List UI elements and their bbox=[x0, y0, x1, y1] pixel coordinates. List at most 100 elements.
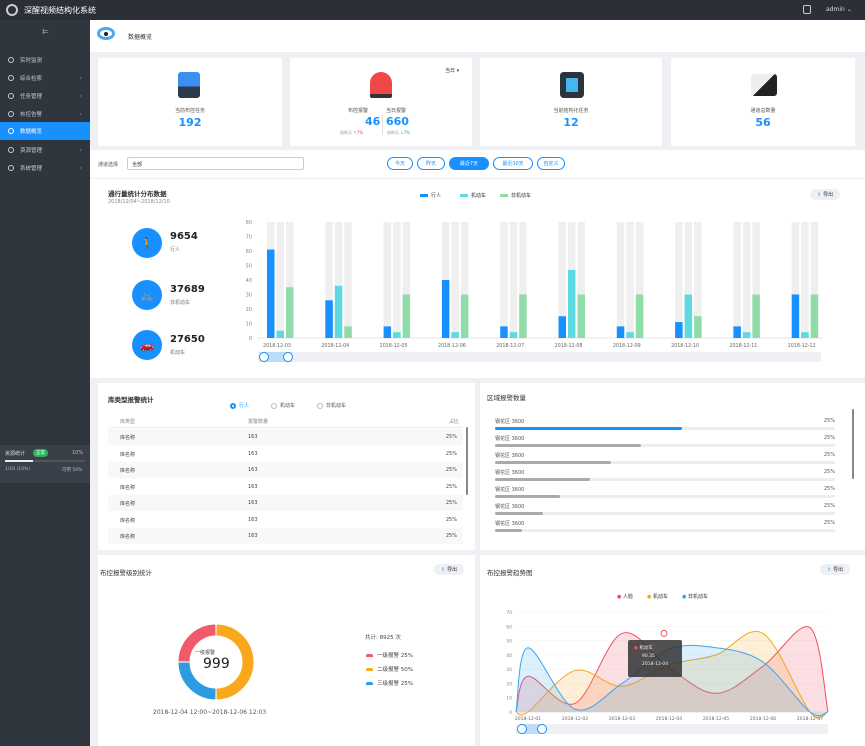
range-button[interactable]: 最近7天 bbox=[449, 157, 489, 170]
region-row: 钢花区 3600 25% bbox=[495, 468, 835, 485]
today-compare: 较昨天 ↓7% bbox=[387, 130, 410, 136]
range-button[interactable]: 昨天 bbox=[417, 157, 445, 170]
sidebar-item[interactable]: 系统管理 › bbox=[0, 159, 90, 177]
legend-label: 非机动车 bbox=[687, 594, 708, 600]
bar bbox=[675, 322, 683, 338]
y-tick-label: 50 bbox=[246, 264, 252, 270]
pedestrian-icon: 🚶 bbox=[132, 228, 162, 258]
level-range: 2018-12-04 12:00~2018-12-06 12:03 bbox=[153, 709, 267, 716]
legend-item: ● 机动车 bbox=[647, 593, 668, 600]
sidebar-item[interactable]: 综合检索 › bbox=[0, 69, 90, 87]
region-label: 钢花区 3600 bbox=[495, 487, 525, 493]
trend-export-button[interactable]: ⇪ 导出 bbox=[820, 564, 850, 575]
cell-pct: 25% bbox=[445, 450, 457, 457]
slider-handle[interactable] bbox=[537, 724, 547, 734]
column-header: 报警数量 bbox=[248, 419, 269, 425]
range-button[interactable]: 今天 bbox=[387, 157, 413, 170]
x-tick-label: 2018-12-02 bbox=[562, 716, 588, 722]
page-title: 数据概览 bbox=[128, 34, 153, 41]
slider-handle[interactable] bbox=[517, 724, 527, 734]
siren-icon bbox=[370, 72, 392, 98]
x-tick-label: 2018-12-07 bbox=[496, 343, 524, 349]
region-row: 钢花区 3600 25% bbox=[495, 417, 835, 434]
region-title: 区域报警数量 bbox=[487, 394, 526, 402]
donut-slice bbox=[178, 624, 216, 662]
region-label: 钢花区 3600 bbox=[495, 521, 525, 527]
collapse-icon[interactable]: ⇇ bbox=[42, 27, 49, 36]
y-tick-label: 70 bbox=[506, 610, 512, 616]
region-pct: 25% bbox=[823, 452, 835, 458]
today-value: 660 bbox=[386, 115, 409, 128]
bar-background bbox=[684, 222, 693, 338]
channel-select[interactable]: 全部 bbox=[127, 157, 304, 170]
bar bbox=[286, 287, 294, 338]
type-radio[interactable]: 行人 bbox=[230, 402, 249, 409]
export-icon: ⇪ bbox=[440, 566, 446, 573]
bar bbox=[733, 326, 741, 338]
card-control-tasks: 当前布控任务 192 bbox=[98, 58, 282, 146]
level-total: 共计: 8925 次 bbox=[365, 635, 401, 641]
sidebar-item[interactable]: 资源管理 › bbox=[0, 141, 90, 159]
alarm-value: 46 bbox=[365, 115, 381, 128]
bar-background bbox=[286, 222, 294, 338]
bar-background bbox=[752, 222, 760, 338]
cell-count: 163 bbox=[248, 483, 258, 490]
sidebar-item[interactable]: 实时监测 bbox=[0, 51, 90, 69]
card-value: 56 bbox=[755, 116, 771, 129]
sidebar-item-label: 实时监测 bbox=[20, 58, 43, 64]
x-tick-label: 2018-12-10 bbox=[671, 343, 699, 349]
range-button[interactable]: 自定义 bbox=[537, 157, 565, 170]
region-bar bbox=[495, 529, 835, 532]
region-panel bbox=[480, 383, 865, 550]
legend-label: 机动车 bbox=[471, 193, 487, 199]
sidebar-item[interactable]: 布控告警 › bbox=[0, 105, 90, 123]
y-tick-label: 20 bbox=[506, 681, 512, 687]
legend-dot-icon: ● bbox=[681, 594, 687, 600]
bar bbox=[791, 294, 800, 338]
zoom-slider[interactable] bbox=[258, 352, 821, 362]
sidebar-item[interactable]: 任务管理 › bbox=[0, 87, 90, 105]
region-label: 钢花区 3600 bbox=[495, 453, 525, 459]
traffic-export-button[interactable]: ⇪ 导出 bbox=[810, 189, 840, 200]
type-radio[interactable]: 非机动车 bbox=[317, 402, 346, 409]
region-scrollbar[interactable] bbox=[852, 409, 854, 479]
zoom-slider[interactable] bbox=[516, 724, 828, 734]
legend-dot-icon: ● bbox=[617, 594, 622, 600]
region-bar-fill bbox=[495, 427, 682, 430]
legend-label: 三级报警 25% bbox=[377, 681, 413, 687]
range-button[interactable]: 最近30天 bbox=[493, 157, 533, 170]
top-bar: 深醒视频结构化系统 admin ⌄ bbox=[0, 0, 865, 20]
menu-icon bbox=[8, 128, 14, 134]
sidebar-item[interactable]: 数据概览 bbox=[0, 122, 90, 140]
alarm-change: ↑7% bbox=[353, 130, 363, 135]
bar bbox=[558, 316, 566, 338]
type-radio[interactable]: 机动车 bbox=[271, 402, 295, 409]
card-label: 当前结构化任务 bbox=[553, 108, 589, 114]
y-tick-label: 70 bbox=[246, 235, 252, 241]
slider-handle[interactable] bbox=[259, 352, 269, 362]
export-label: 导出 bbox=[833, 567, 844, 573]
today-change: ↓7% bbox=[400, 130, 410, 135]
region-label: 钢花区 3600 bbox=[495, 419, 525, 425]
cell-pct: 25% bbox=[445, 434, 457, 440]
user-menu[interactable]: admin ⌄ bbox=[826, 6, 852, 13]
area-fill bbox=[516, 645, 828, 716]
level-export-button[interactable]: ⇪ 导出 bbox=[434, 564, 464, 575]
radio-label: 机动车 bbox=[280, 403, 296, 409]
divider bbox=[382, 115, 383, 135]
period-dropdown[interactable]: 当日 ▾ bbox=[445, 68, 460, 74]
zoom-slider-window[interactable] bbox=[520, 724, 542, 734]
legend-item: 非机动车 bbox=[500, 192, 531, 199]
table-scrollbar[interactable] bbox=[466, 427, 468, 495]
export-label: 导出 bbox=[823, 192, 834, 198]
slider-handle[interactable] bbox=[283, 352, 293, 362]
x-tick-label: 2018-12-04 bbox=[321, 343, 349, 349]
car-icon: 🚗 bbox=[132, 330, 162, 360]
tooltip-series: 机动车 bbox=[639, 646, 653, 651]
notification-icon[interactable] bbox=[803, 5, 811, 14]
cell-type: 库名称 bbox=[120, 468, 136, 474]
user-name: admin bbox=[826, 6, 845, 13]
zoom-slider-window[interactable] bbox=[260, 352, 292, 362]
chevron-right-icon: › bbox=[79, 74, 82, 82]
region-bar bbox=[495, 444, 835, 447]
